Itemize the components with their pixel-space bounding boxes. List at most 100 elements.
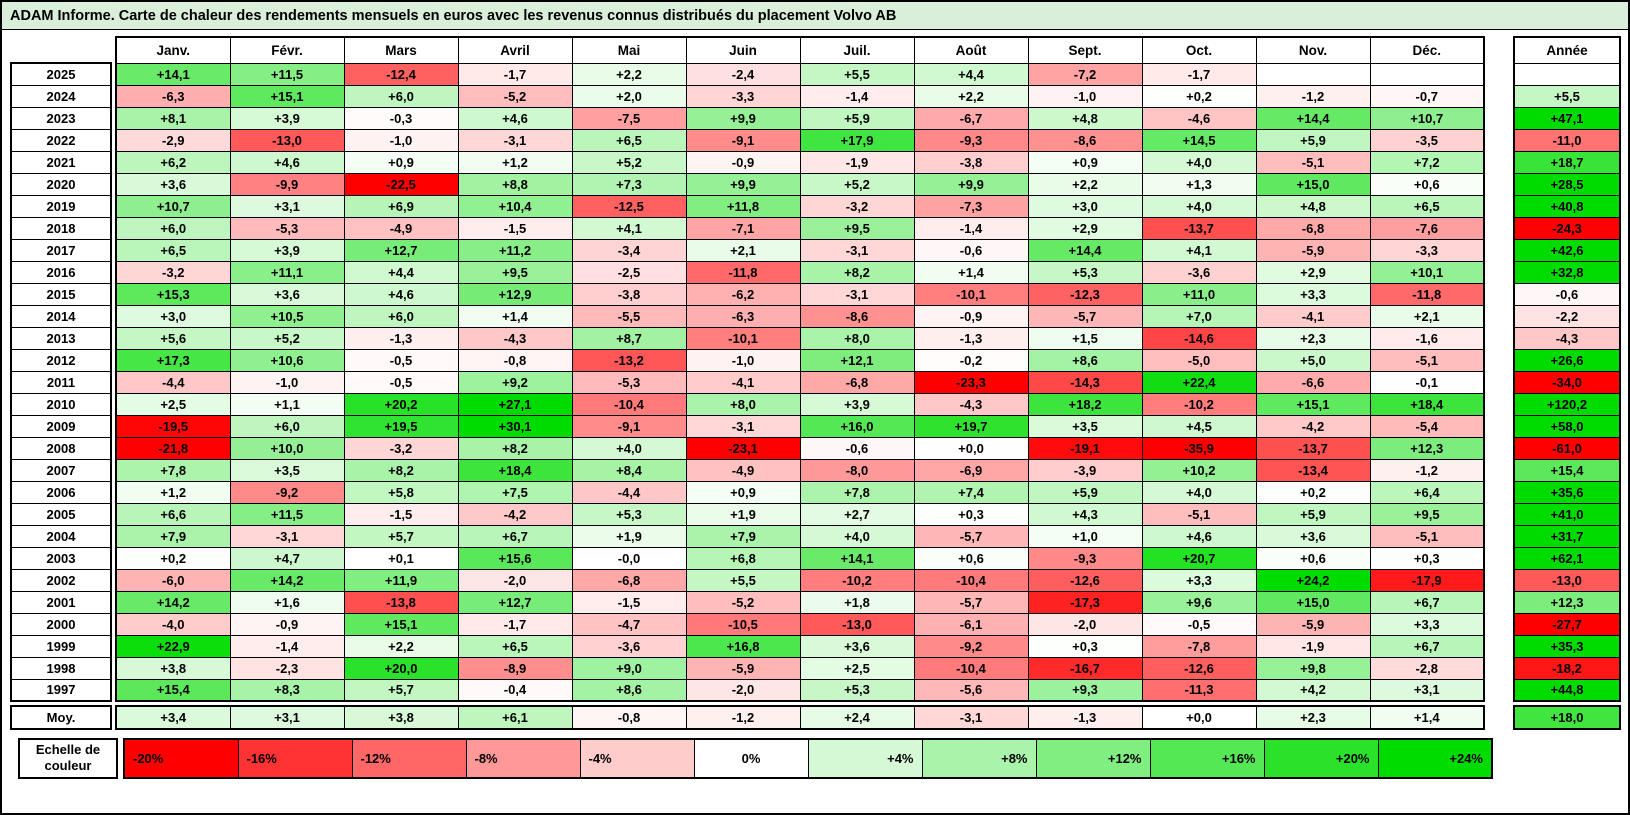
- column-gap: [1484, 635, 1514, 657]
- heatmap-cell: +4,0: [1141, 480, 1257, 504]
- heatmap-cell: -14,3: [1027, 370, 1143, 394]
- heatmap-cell: +4,7: [229, 546, 345, 570]
- heatmap-cell: +2,1: [685, 238, 801, 262]
- heatmap-cell: +6,9: [343, 194, 459, 218]
- heatmap-cell: +6,0: [343, 304, 459, 328]
- heatmap-cell: -0,2: [913, 348, 1029, 372]
- heatmap-cell: +14,2: [115, 590, 231, 614]
- heatmap-cell: -14,6: [1141, 326, 1257, 350]
- heatmap-cell: +7,8: [799, 480, 915, 504]
- column-gap: [1484, 393, 1514, 415]
- heatmap-cell: +2,3: [1255, 326, 1371, 350]
- heatmap-cell: -2,0: [1027, 612, 1143, 636]
- row-year-label: 2006: [10, 480, 112, 504]
- heatmap-cell: +11,2: [457, 238, 573, 262]
- heatmap-cell: -5,2: [457, 84, 573, 108]
- heatmap-cell: -12,4: [343, 62, 459, 86]
- heatmap-cell: +12,3: [1369, 436, 1485, 460]
- table-row: 2007 +7,8 +3,5 +8,2 +18,4 +8,4 -4,9 -8,0 -6,9 -3,…: [10, 458, 1621, 482]
- heatmap-cell: -5,1: [1141, 502, 1257, 526]
- heatmap-cell: -10,4: [913, 568, 1029, 592]
- heatmap-cell: +3,5: [1027, 414, 1143, 438]
- average-row: Moy. +3,4 +3,1 +3,8 +6,1 -0,8 -1,2 +2,4 -3,1 -1,3…: [10, 705, 1621, 730]
- heatmap-cell: -1,3: [913, 326, 1029, 350]
- heatmap-cell: +3,3: [1369, 612, 1485, 636]
- row-year-label: 2001: [10, 590, 112, 614]
- average-cell: +2,4: [799, 705, 915, 730]
- heatmap-cell: -3,1: [457, 128, 573, 152]
- heatmap-cell: -5,1: [1255, 150, 1371, 174]
- heatmap-cell: +5,5: [799, 62, 915, 86]
- heatmap-cell: +5,3: [571, 502, 687, 526]
- heatmap-cell: +2,9: [1255, 260, 1371, 284]
- heatmap-cell: -13,4: [1255, 458, 1371, 482]
- annual-return-cell: +35,6: [1513, 480, 1621, 504]
- row-year-label: 2019: [10, 194, 112, 218]
- heatmap-cell: -0,0: [571, 546, 687, 570]
- legend-scale-cell: +12%: [1035, 738, 1151, 779]
- heatmap-cell: +10,6: [229, 348, 345, 372]
- legend-scale-cell: +8%: [921, 738, 1037, 779]
- heatmap-cell: -0,6: [799, 436, 915, 460]
- annual-return-cell: -4,3: [1513, 326, 1621, 350]
- heatmap-cell: -10,1: [685, 326, 801, 350]
- average-cell: -0,8: [571, 705, 687, 730]
- heatmap-cell: +5,2: [571, 150, 687, 174]
- heatmap-cell: -13,0: [799, 612, 915, 636]
- heatmap-cell: -1,7: [457, 62, 573, 86]
- heatmap-cell: -0,3: [343, 106, 459, 130]
- heatmap-cell: -0,5: [343, 370, 459, 394]
- heatmap-cell: -4,4: [115, 370, 231, 394]
- table-row: 2009 -19,5 +6,0 +19,5 +30,1 -9,1 -3,1 +16,0 +19,…: [10, 414, 1621, 438]
- column-header-nov: Nov.: [1255, 36, 1371, 64]
- column-gap: [1484, 129, 1514, 151]
- legend-scale-cell: -12%: [351, 738, 467, 779]
- row-year-label: 2004: [10, 524, 112, 548]
- heatmap-cell: +9,9: [685, 172, 801, 196]
- heatmap-cell: +6,4: [1369, 480, 1485, 504]
- heatmap-cell: +4,1: [571, 216, 687, 240]
- heatmap-cell: +14,1: [115, 62, 231, 86]
- heatmap-cell: +3,1: [1369, 678, 1485, 702]
- column-gap: [1484, 706, 1514, 729]
- heatmap-cell: +4,4: [343, 260, 459, 284]
- row-year-label: 1999: [10, 634, 112, 658]
- heatmap-cell: +5,9: [1255, 502, 1371, 526]
- heatmap-cell: +7,9: [115, 524, 231, 548]
- heatmap-cell: +0,3: [1027, 634, 1143, 658]
- heatmap-cell: -2,3: [229, 656, 345, 680]
- heatmap-cell: +14,1: [799, 546, 915, 570]
- heatmap-cell: -4,0: [115, 612, 231, 636]
- heatmap-cell: +6,0: [115, 216, 231, 240]
- heatmap-content: Janv. Févr. Mars Avril Mai Juin Juil. Août Sept.…: [2, 30, 1628, 779]
- heatmap-cell: -7,6: [1369, 216, 1485, 240]
- heatmap-cell: +15,1: [229, 84, 345, 108]
- heatmap-cell: -5,5: [571, 304, 687, 328]
- heatmap-cell: -1,0: [229, 370, 345, 394]
- heatmap-cell: -5,7: [913, 590, 1029, 614]
- heatmap-cell: +1,9: [571, 524, 687, 548]
- heatmap-cell: +5,2: [799, 172, 915, 196]
- heatmap-cell: -1,2: [1369, 458, 1485, 482]
- heatmap-cell: -3,1: [229, 524, 345, 548]
- heatmap-cell: +1,4: [457, 304, 573, 328]
- heatmap-cell: -35,9: [1141, 436, 1257, 460]
- heatmap-cell: -12,5: [571, 194, 687, 218]
- annual-return-cell: +47,1: [1513, 106, 1621, 130]
- annual-return-cell: +42,6: [1513, 238, 1621, 262]
- column-gap: [1484, 481, 1514, 503]
- column-gap: [1484, 151, 1514, 173]
- heatmap-cell: -8,9: [457, 656, 573, 680]
- heatmap-cell: +16,8: [685, 634, 801, 658]
- heatmap-cell: -3,1: [799, 238, 915, 262]
- annual-return-cell: +12,3: [1513, 590, 1621, 614]
- row-year-label: 2025: [10, 62, 112, 86]
- heatmap-cell: -6,1: [913, 612, 1029, 636]
- table-row: 2010 +2,5 +1,1 +20,2 +27,1 -10,4 +8,0 +3,9 -4,3 +…: [10, 392, 1621, 416]
- heatmap-cell: +10,5: [229, 304, 345, 328]
- table-row: 2011 -4,4 -1,0 -0,5 +9,2 -5,3 -4,1 -6,8 -23,3 -14…: [10, 370, 1621, 394]
- heatmap-cell: +6,5: [115, 238, 231, 262]
- heatmap-cell: -5,9: [1255, 612, 1371, 636]
- heatmap-cell: -4,2: [457, 502, 573, 526]
- heatmap-cell: -10,2: [1141, 392, 1257, 416]
